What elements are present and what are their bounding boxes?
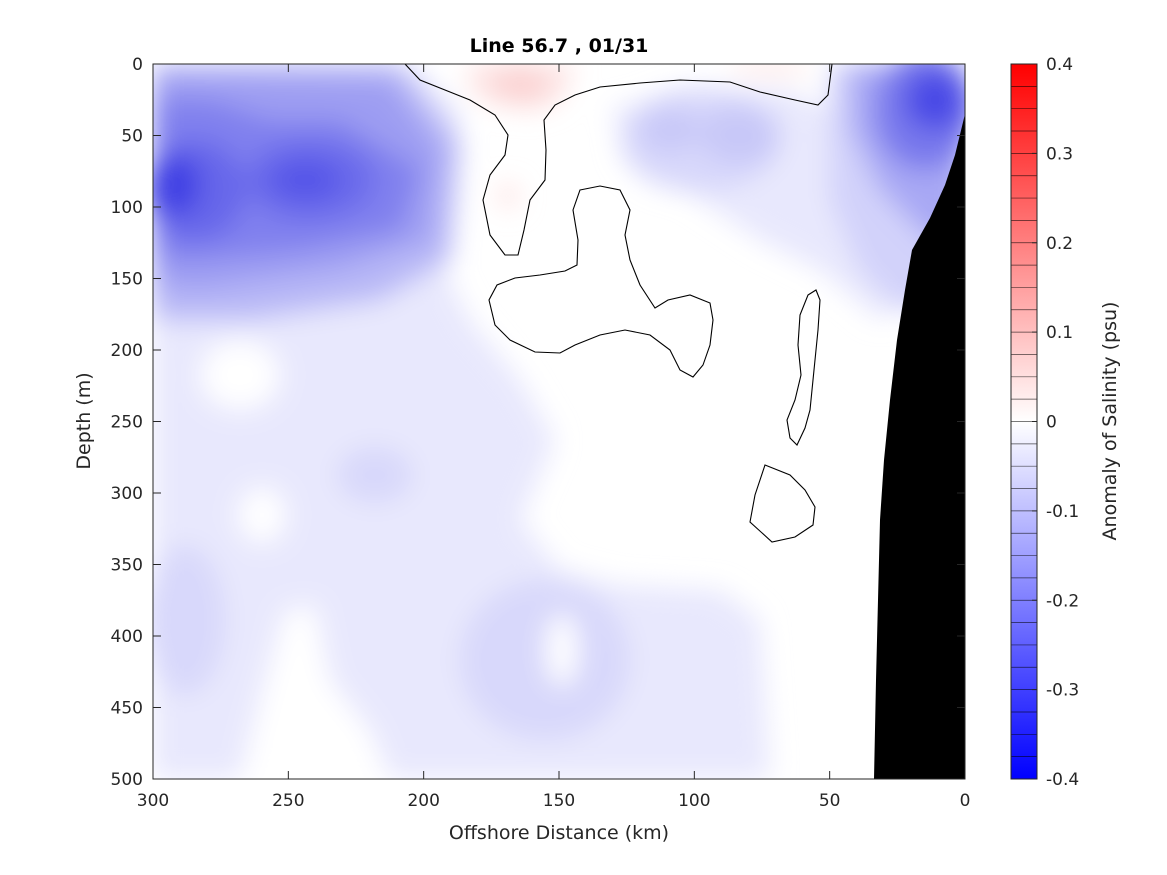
plot-area: 300 250 200 150 100 50 0 050100150200250300350…	[111, 55, 971, 811]
colorbar-tick-label: -0.4	[1046, 770, 1079, 790]
anomaly-zero-hole	[200, 340, 280, 410]
y-tick-label: 350	[111, 556, 143, 576]
colorbar-tick-label: -0.2	[1046, 591, 1079, 611]
y-tick-label: 250	[111, 413, 143, 433]
anomaly-positive-surface	[730, 64, 810, 75]
y-tick-label: 0	[132, 55, 143, 75]
y-tick-label: 450	[111, 699, 143, 719]
colorbar-label: Anomaly of Salinity (psu)	[1099, 302, 1121, 541]
x-axis-ticks: 300 250 200 150 100 50 0	[137, 64, 971, 811]
anomaly-positive-subsurface	[498, 184, 518, 208]
y-tick-label: 500	[111, 770, 143, 790]
anomaly-core-offshore	[153, 155, 200, 215]
anomaly-positive-surface	[495, 64, 545, 100]
colorbar-tick-label: -0.1	[1046, 502, 1079, 522]
x-tick-label: 300	[137, 791, 169, 811]
x-tick-label: 100	[678, 791, 710, 811]
colorbar-tick-label: 0.3	[1046, 144, 1073, 164]
anomaly-patch-pale	[153, 545, 225, 695]
bathymetry-mask	[874, 114, 965, 779]
colorbar-tick-label: 0	[1046, 413, 1057, 433]
anomaly-patch-pale	[546, 614, 578, 686]
colorbar-tick-label: 0.4	[1046, 55, 1073, 75]
anomaly-zero-hole	[240, 605, 390, 779]
anomaly-blurred-layer	[153, 64, 965, 779]
zero-contour-line	[786, 289, 821, 446]
anomaly-core-offshore	[270, 160, 340, 200]
x-tick-label: 200	[407, 791, 439, 811]
x-tick-label: 50	[819, 791, 841, 811]
y-tick-label: 50	[121, 127, 143, 147]
y-tick-label: 200	[111, 341, 143, 361]
colorbar-tick-label: 0.2	[1046, 234, 1073, 254]
anomaly-patch-pale	[640, 108, 700, 152]
y-tick-label: 150	[111, 270, 143, 290]
colorbar: 0.4 0.3 0.2 0.1 0 -0.1 -0.2 -0.3 -0.4	[1010, 55, 1079, 790]
anomaly-patch-pale	[460, 580, 630, 740]
x-tick-label: 0	[960, 791, 971, 811]
chart-title: Line 56.7 , 01/31	[470, 35, 649, 57]
colorbar-level-lines	[1011, 85, 1037, 758]
y-tick-label: 300	[111, 484, 143, 504]
x-axis-title: Offshore Distance (km)	[449, 822, 669, 844]
y-tick-label: 100	[111, 198, 143, 218]
anomaly-core-nearshore	[905, 70, 965, 130]
y-tick-label: 400	[111, 627, 143, 647]
y-axis-ticks: 0 50 100 150 200 250 300 350 400 450 500	[111, 55, 965, 790]
anomaly-field	[153, 64, 965, 779]
zero-contour-line	[749, 464, 816, 543]
colorbar-tick-label: 0.1	[1046, 323, 1073, 343]
colorbar-tick-label: -0.3	[1046, 681, 1079, 701]
colorbar-ticks: 0.4 0.3 0.2 0.1 0 -0.1 -0.2 -0.3 -0.4	[1032, 55, 1079, 790]
x-tick-label: 250	[272, 791, 304, 811]
zero-contours	[404, 64, 833, 543]
zero-contour-line	[404, 64, 833, 256]
anomaly-patch-pale	[700, 105, 780, 165]
anomaly-zero-hole	[238, 487, 286, 543]
anomaly-patch-pale	[337, 447, 413, 503]
y-axis-title: Depth (m)	[73, 372, 95, 469]
zero-contour-line	[488, 185, 714, 378]
x-tick-label: 150	[543, 791, 575, 811]
